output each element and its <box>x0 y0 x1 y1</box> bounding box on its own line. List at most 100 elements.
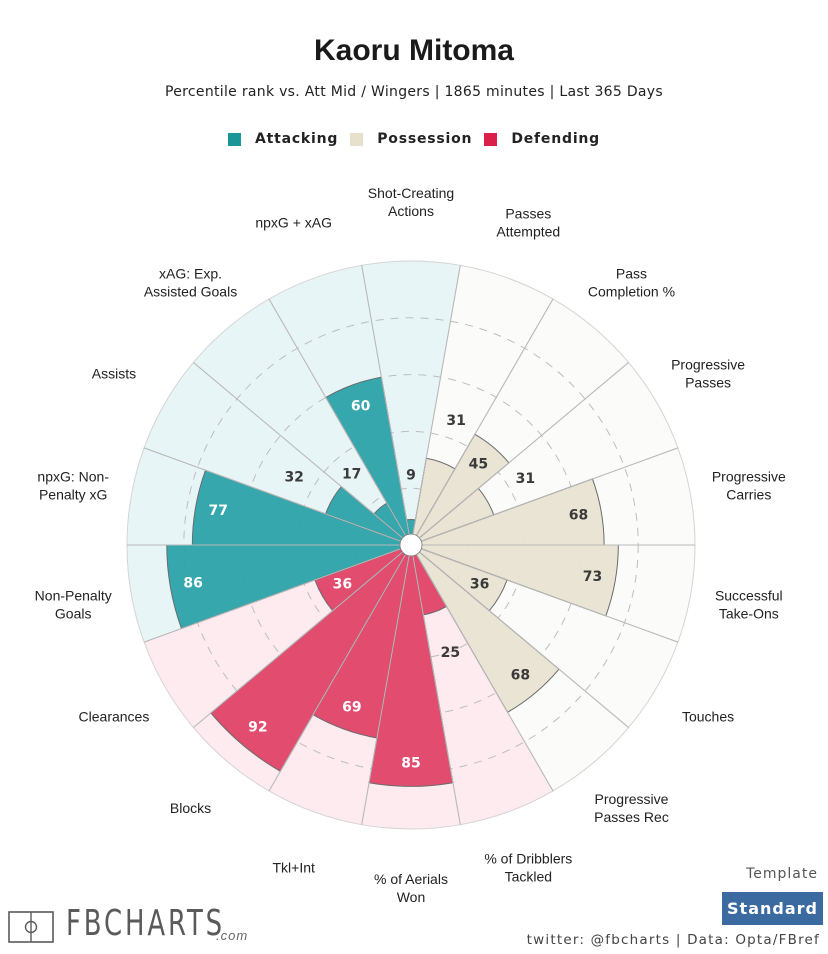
value-label-17: 17 <box>342 466 361 482</box>
value-label-12: 92 <box>248 720 267 736</box>
axis-label-6: Successful Take-Ons <box>715 588 783 622</box>
axis-label-line: Non-Penalty <box>35 588 112 604</box>
axis-label-line: Actions <box>388 203 434 219</box>
axis-label-line: % of Aerials <box>374 871 448 887</box>
slice-divider <box>361 265 412 546</box>
slice-divider <box>410 544 461 825</box>
chart-title: Kaoru Mitoma <box>313 34 514 67</box>
axis-label-15: npxG: Non- Penalty xG <box>37 468 109 502</box>
axis-label-line: Blocks <box>170 800 211 816</box>
axis-label-line: Assists <box>92 366 136 382</box>
axis-labels: Shot-Creating Actions Passes Attempted Pass C… <box>35 185 786 905</box>
axis-label-line: Pass <box>616 265 647 281</box>
template-standard-button[interactable]: Standard <box>722 892 823 925</box>
axis-label-line: Progressive <box>712 468 786 484</box>
axis-label-line: Assisted Goals <box>144 283 237 299</box>
axis-label-line: xAG: Exp. <box>159 265 222 281</box>
value-label-11: 69 <box>342 700 361 716</box>
logo-suffix: .com <box>216 928 249 943</box>
pitch-icon <box>8 911 54 943</box>
axis-label-9: % of Dribblers Tackled <box>484 850 572 884</box>
value-label-5: 68 <box>569 507 588 523</box>
slice-divider <box>361 544 412 825</box>
slice-divider <box>410 265 461 546</box>
axis-label-10: % of Aerials Won <box>374 871 448 905</box>
credit-text: twitter: @fbcharts | Data: Opta/FBref <box>526 932 820 948</box>
value-label-16: 32 <box>284 470 303 486</box>
value-label-2: 31 <box>446 413 465 429</box>
axis-label-line: Completion % <box>588 283 675 299</box>
axis-label-5: Progressive Carries <box>712 468 786 502</box>
slice-dividers <box>127 265 695 825</box>
value-label-3: 45 <box>469 457 488 473</box>
slice-divider <box>410 544 554 792</box>
axis-label-12: Blocks <box>170 800 211 816</box>
slice-divider <box>410 447 679 546</box>
axis-label-14: Non-Penalty Goals <box>35 588 112 622</box>
value-label-15: 77 <box>209 503 228 519</box>
axis-label-11: Tkl+Int <box>272 859 315 875</box>
legend-swatch-defending <box>484 132 498 146</box>
axis-label-1: Shot-Creating Actions <box>368 185 454 219</box>
legend-label-attacking: Attacking <box>254 131 339 147</box>
value-label-10: 85 <box>401 755 420 771</box>
axis-label-line: Goals <box>55 606 92 622</box>
axis-label-line: Passes <box>685 375 731 391</box>
value-labels: 9 31 45 31 68 73 36 68 25 85 69 92 36 86 77 32 17 60 <box>183 398 602 771</box>
value-label-13: 36 <box>333 577 352 593</box>
legend-swatch-attacking <box>227 132 241 146</box>
center-hole <box>399 533 423 557</box>
chart-subtitle: Percentile rank vs. Att Mid / Wingers | … <box>165 84 663 100</box>
axis-label-7: Touches <box>682 709 734 725</box>
axis-label-line: Progressive <box>595 791 669 807</box>
value-label-14: 86 <box>183 575 202 591</box>
slice-divider <box>268 544 412 792</box>
value-label-18: 60 <box>351 398 371 414</box>
slice-divider <box>193 544 412 728</box>
axis-label-line: npxG: Non- <box>37 468 109 484</box>
axis-label-line: Carries <box>726 486 771 502</box>
axis-label-line: Attempted <box>496 224 560 240</box>
value-label-8: 68 <box>511 667 530 683</box>
legend-item-possession: Possession <box>350 131 472 147</box>
axis-label-4: Progressive Passes <box>671 357 745 391</box>
axis-label-13: Clearances <box>79 709 150 725</box>
axis-label-line: Progressive <box>671 357 745 373</box>
legend-swatch-possession <box>350 132 364 146</box>
axis-label-line: Clearances <box>79 709 150 725</box>
legend-item-attacking: Attacking <box>227 131 339 147</box>
slice-divider <box>143 544 412 643</box>
axis-label-16: Assists <box>92 366 136 382</box>
legend: Attacking Possession Defending <box>0 131 828 147</box>
slice-divider <box>410 298 554 546</box>
axis-label-line: Tkl+Int <box>272 859 315 875</box>
value-label-7: 36 <box>470 577 489 593</box>
slice-divider <box>410 544 629 728</box>
axis-label-17: xAG: Exp. Assisted Goals <box>144 265 237 299</box>
logo-text: FBCHARTS <box>66 903 226 944</box>
template-label: Template <box>746 866 818 882</box>
axis-label-8: Progressive Passes Rec <box>594 791 669 825</box>
axis-label-18: npxG + xAG <box>255 215 332 231</box>
axis-label-line: Won <box>397 889 426 905</box>
axis-label-line: Successful <box>715 588 783 604</box>
value-label-9: 25 <box>441 645 460 661</box>
axis-label-line: Passes <box>505 206 551 222</box>
legend-label-possession: Possession <box>377 131 473 147</box>
axis-label-line: % of Dribblers <box>484 850 572 866</box>
value-label-6: 73 <box>583 569 602 585</box>
value-label-4: 31 <box>516 471 535 487</box>
legend-label-defending: Defending <box>511 131 601 147</box>
axis-label-line: Tackled <box>505 868 552 884</box>
axis-label-3: Pass Completion % <box>588 265 675 299</box>
legend-item-defending: Defending <box>484 131 600 147</box>
slice-divider <box>410 544 679 643</box>
slice-divider <box>268 298 412 546</box>
axis-label-line: Take-Ons <box>719 606 779 622</box>
axis-label-2: Passes Attempted <box>496 206 560 240</box>
axis-label-line: Shot-Creating <box>368 185 454 201</box>
slice-divider <box>193 362 412 546</box>
axis-label-line: Passes Rec <box>594 809 669 825</box>
axis-label-line: npxG + xAG <box>255 215 332 231</box>
